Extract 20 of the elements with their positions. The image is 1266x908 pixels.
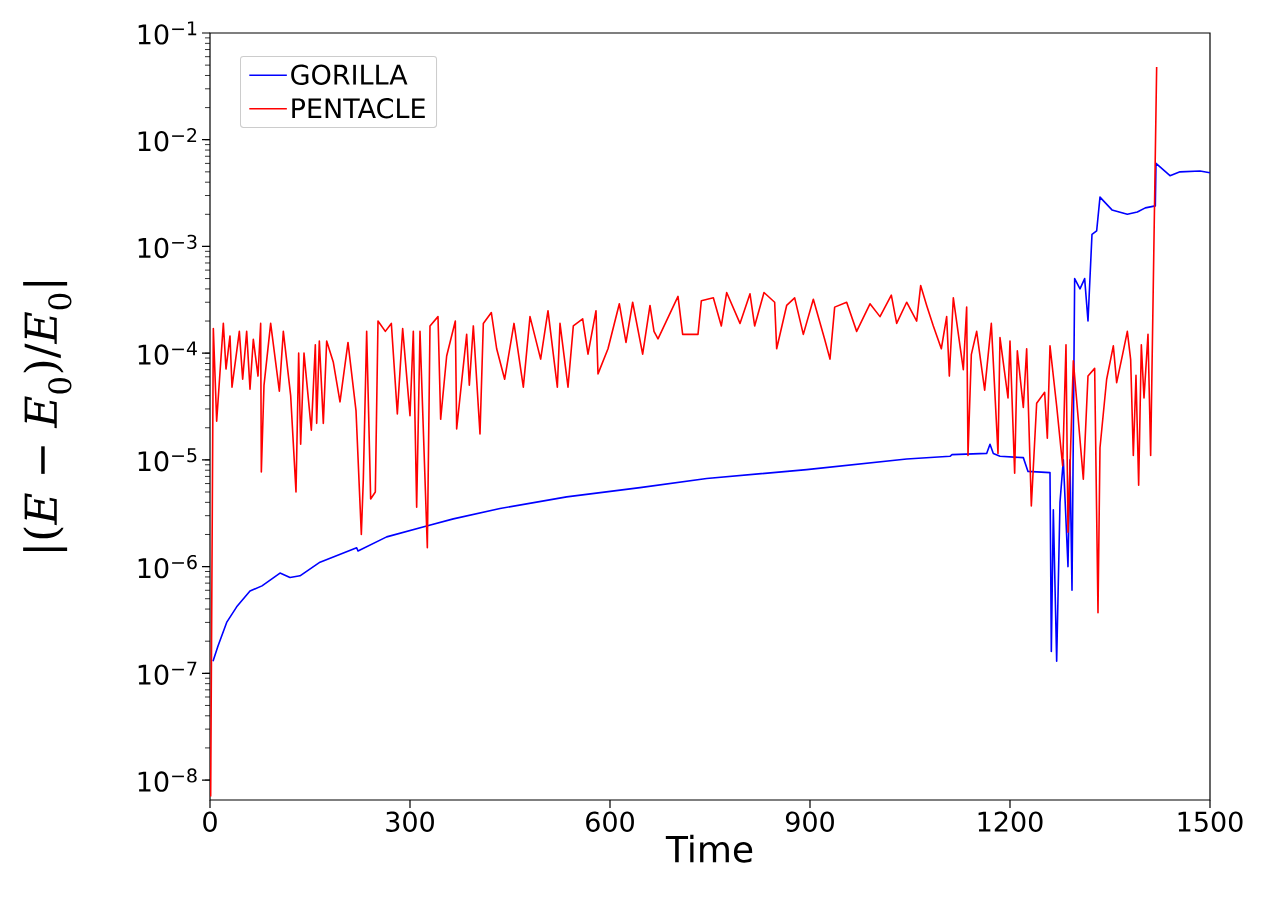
y-tick-label: 10$^{−5}$ (138, 448, 197, 472)
legend-label: PENTACLE (292, 98, 425, 119)
y-tick-label: 10$^{−6}$ (138, 554, 197, 579)
x-tick-label: 1500 (1178, 811, 1243, 832)
x-tick-label: 900 (785, 811, 834, 832)
line-series (210, 66, 1158, 798)
y-tick-label: 10$^{−3}$ (138, 234, 197, 259)
y-tick-label: 10$^{−2}$ (138, 128, 197, 152)
y-tick-label: 10$^{−4}$ (138, 341, 197, 365)
y-tick-label: 10$^{−1}$ (138, 21, 197, 45)
line-series (212, 162, 1210, 662)
x-tick-label: 0 (203, 811, 217, 832)
x-tick-label: 1200 (978, 811, 1043, 832)
x-tick-label: 600 (586, 811, 634, 832)
x-tick-label: 300 (386, 811, 434, 832)
legend-label: GORILLA (291, 64, 408, 85)
y-tick-label: 10$^{−7}$ (138, 661, 197, 685)
x-axis-title: Time (665, 834, 753, 863)
text: |(E − E$_{0}$)/E$_{0}$| (23, 282, 72, 551)
y-tick-label: 10$^{−8}$ (138, 768, 197, 792)
